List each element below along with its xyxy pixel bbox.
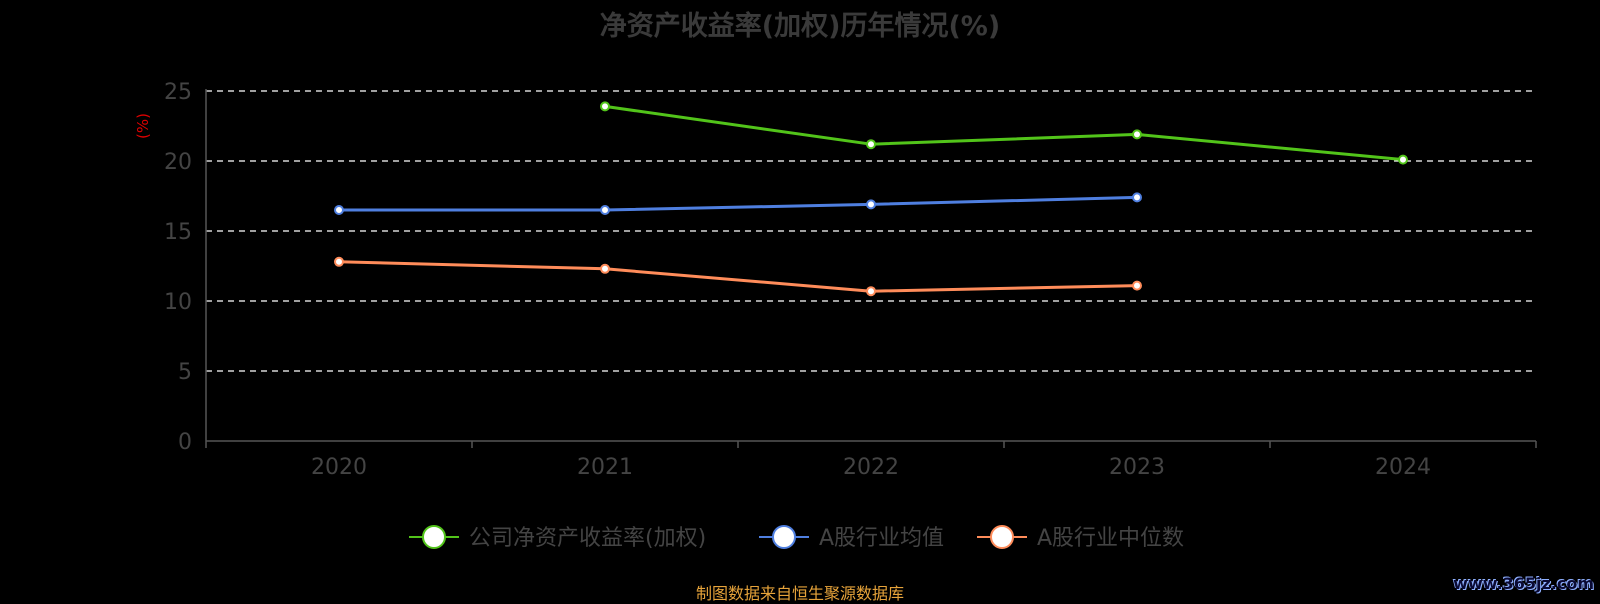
x-tick-label: 2023	[1109, 455, 1165, 480]
legend-item-1[interactable]: 公司净资产收益率(加权)	[409, 525, 706, 551]
data-point[interactable]	[334, 256, 344, 267]
x-tick-label: 2024	[1375, 455, 1431, 480]
y-axis-title: (%)	[134, 113, 152, 139]
series-line-2	[339, 195, 1138, 212]
legend-label: A股行业均值	[819, 526, 944, 551]
y-tick-label: 10	[164, 290, 192, 315]
legend-item-3[interactable]: A股行业中位数	[977, 525, 1184, 551]
chart-title: 净资产收益率(加权)历年情况(%)	[599, 11, 1001, 42]
watermark-logo: www.365jz.com	[1453, 574, 1594, 593]
y-tick-label: 20	[164, 150, 192, 175]
x-tick-label: 2021	[577, 455, 633, 480]
data-point[interactable]	[334, 205, 344, 215]
legend-marker	[422, 525, 446, 549]
series-line-1	[604, 104, 1404, 162]
legend-item-2[interactable]: A股行业均值	[759, 525, 944, 551]
legend-label: 公司净资产收益率(加权)	[469, 526, 706, 551]
axes: 0 5 10 15 20 25 2020 2021 2022 2023 2024 (%)	[134, 80, 1537, 480]
data-point[interactable]	[866, 139, 876, 150]
x-tick-label: 2020	[311, 455, 367, 480]
y-tick-label: 0	[178, 430, 192, 455]
y-tick-label: 5	[178, 360, 192, 385]
legend: 公司净资产收益率(加权) A股行业均值 A股行业中位数	[409, 525, 1184, 551]
grid-lines	[206, 90, 1536, 372]
data-point[interactable]	[1132, 129, 1142, 140]
data-point[interactable]	[600, 101, 610, 112]
y-tick-label: 15	[164, 220, 192, 245]
legend-marker	[772, 525, 796, 549]
data-point[interactable]	[866, 286, 876, 297]
legend-label: A股行业中位数	[1037, 526, 1184, 551]
x-tick-label: 2022	[843, 455, 899, 480]
data-point[interactable]	[866, 199, 876, 210]
series-lines	[334, 101, 1408, 297]
data-point[interactable]	[1398, 154, 1408, 165]
data-point[interactable]	[600, 205, 610, 215]
series-line-3	[338, 260, 1138, 293]
data-point[interactable]	[1132, 280, 1142, 291]
source-note: 制图数据来自恒生聚源数据库	[695, 584, 904, 603]
data-point[interactable]	[600, 263, 610, 274]
legend-marker	[990, 525, 1014, 549]
data-point[interactable]	[1132, 192, 1142, 203]
y-tick-label: 25	[164, 80, 192, 105]
